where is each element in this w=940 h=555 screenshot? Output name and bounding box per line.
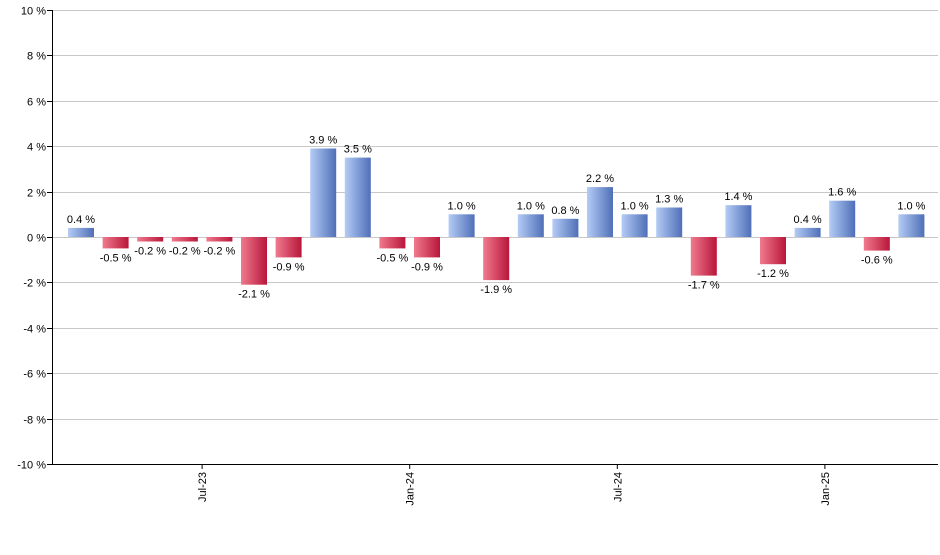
data-label: 1.4 %	[724, 191, 752, 203]
x-tick-label: Jul-24	[612, 472, 624, 502]
bar-positive	[621, 214, 648, 237]
y-tick-label: -10 %	[17, 460, 46, 472]
bar-positive	[829, 200, 856, 237]
bar-negative	[241, 237, 267, 285]
data-label: -1.2 %	[757, 268, 789, 280]
x-tick-label: Jan-24	[405, 472, 417, 506]
data-labels: 0.4 %-0.5 %-0.2 % -0.2 % -0.2 %-2.1 %-0.9 …	[67, 135, 926, 301]
data-label: -1.9 %	[480, 284, 512, 296]
y-tick-label: -4 %	[23, 324, 46, 336]
y-tick-label: 2 %	[27, 188, 46, 200]
data-label: 0.8 %	[551, 205, 579, 217]
bar-positive	[552, 218, 579, 237]
data-label: -0.6 %	[861, 255, 893, 267]
data-label: -1.7 %	[688, 280, 720, 292]
y-tick-label: -6 %	[23, 369, 46, 381]
bar-positive	[68, 227, 94, 237]
axes	[52, 10, 938, 465]
data-label: 0.4 %	[67, 214, 95, 226]
data-label: 1.0 %	[517, 200, 545, 212]
bar-negative	[379, 237, 406, 249]
bar-negative	[863, 237, 890, 251]
bar-series	[68, 148, 925, 285]
x-tick-label: Jul-23	[197, 472, 209, 502]
data-label: 0.4 %	[794, 214, 822, 226]
bar-positive	[898, 214, 925, 237]
bar-positive	[344, 157, 371, 237]
data-label: 2.2 %	[586, 173, 614, 185]
y-tick-label: 10 %	[21, 6, 46, 18]
data-label: 1.6 %	[828, 187, 856, 199]
bar-negative	[137, 237, 164, 242]
data-label: -0.5 %	[377, 252, 409, 264]
y-tick-label: -2 %	[23, 278, 46, 290]
data-label: 1.0 %	[897, 200, 925, 212]
data-label: -0.9 %	[411, 261, 443, 273]
y-axis-tick-labels: 10 % 8 % 6 % 4 % 2 % 0 % -2 % -4 % -6 % -8 % -10 %	[17, 6, 46, 472]
bar-negative	[171, 237, 198, 242]
data-label: -2.1 %	[238, 289, 270, 301]
data-label: 1.3 %	[655, 194, 683, 206]
bar-negative	[275, 237, 302, 258]
bar-positive	[310, 148, 337, 237]
bar-negative	[760, 237, 786, 265]
bar-negative	[102, 237, 129, 249]
bar-positive	[725, 205, 752, 237]
bar-negative	[414, 237, 440, 258]
data-label: -0.9 %	[273, 261, 305, 273]
y-tick-label: 0 %	[27, 233, 46, 245]
bar-positive	[656, 207, 683, 237]
bar-positive	[448, 214, 475, 237]
data-label: -0.2 %	[169, 246, 201, 258]
bar-negative	[483, 237, 510, 281]
bar-positive	[587, 187, 613, 237]
y-tick-label: -8 %	[23, 415, 46, 427]
x-axis-tick-labels: Jul-23 Jan-24 Jul-24 Jan-25	[197, 464, 832, 506]
data-label: -0.2 %	[204, 246, 236, 258]
data-label: -0.2 %	[134, 246, 166, 258]
bar-negative	[206, 237, 233, 242]
data-label: -0.5 %	[100, 252, 132, 264]
data-label: 1.0 %	[448, 200, 476, 212]
y-tick-label: 8 %	[27, 51, 46, 63]
y-tick-label: 6 %	[27, 97, 46, 109]
bar-negative	[690, 237, 717, 276]
data-label: 1.0 %	[621, 200, 649, 212]
bar-positive	[517, 214, 544, 237]
data-label: 3.5 %	[344, 144, 372, 156]
data-label: 3.9 %	[309, 135, 337, 147]
x-tick-label: Jan-25	[820, 472, 832, 506]
y-tick-label: 4 %	[27, 142, 46, 154]
bar-positive	[794, 227, 821, 237]
